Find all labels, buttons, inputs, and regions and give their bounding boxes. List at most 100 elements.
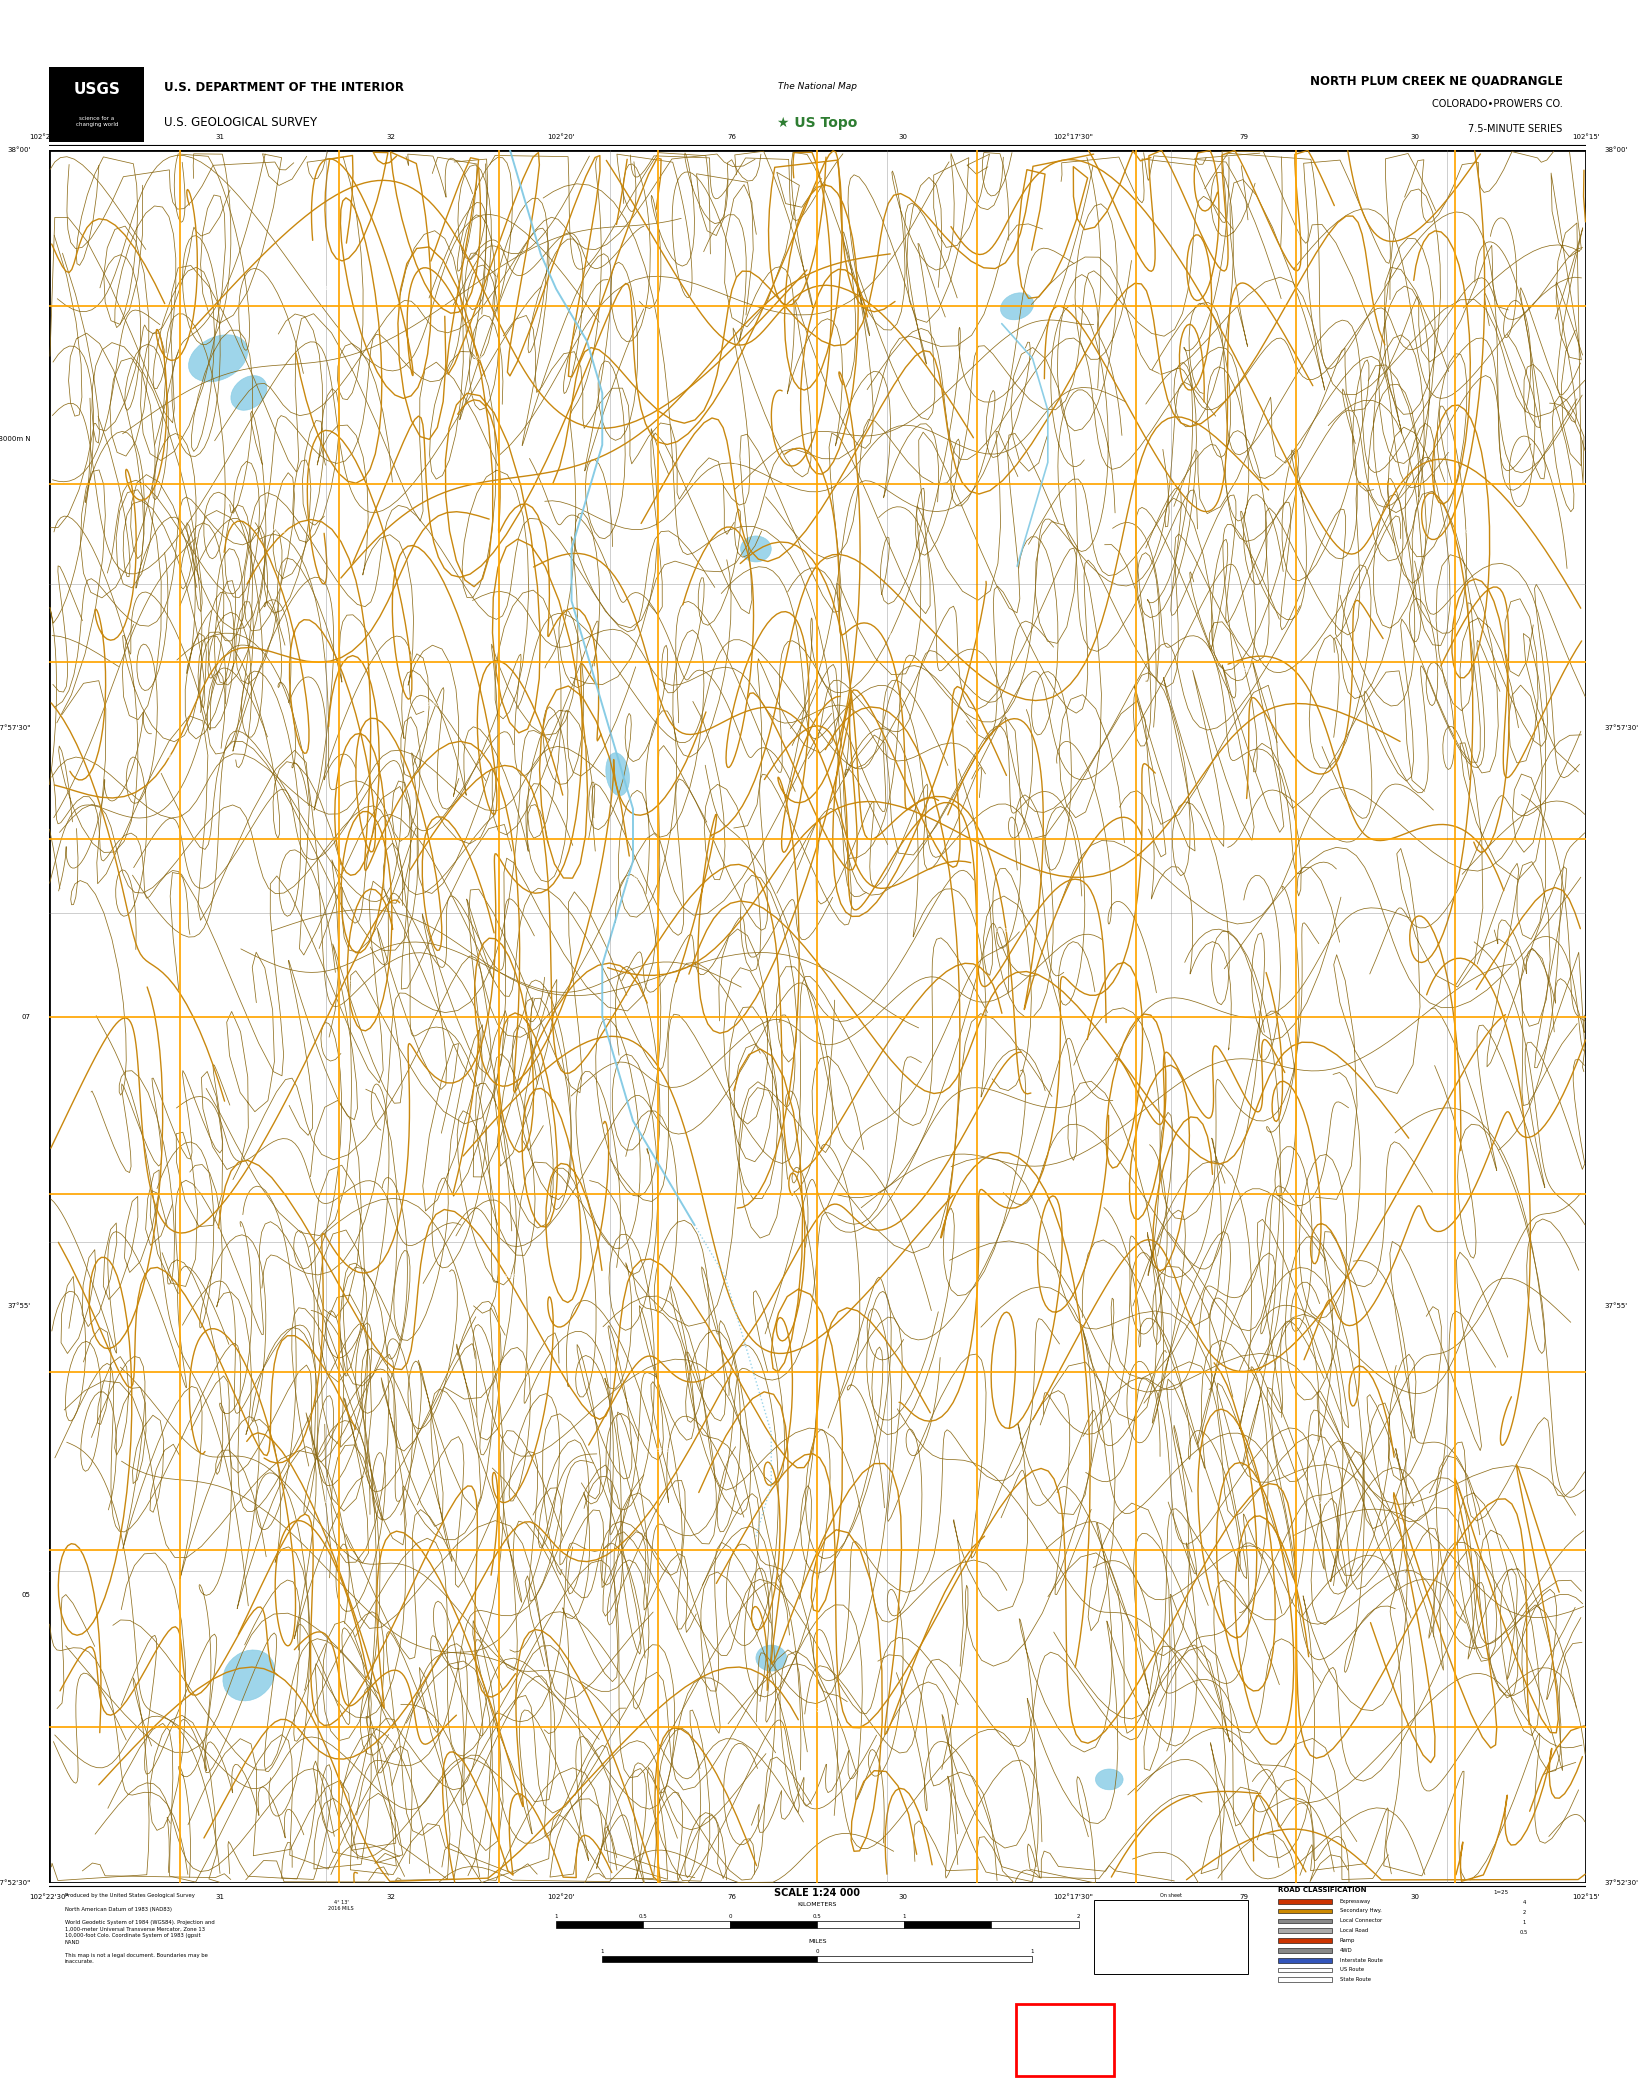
Text: MILES: MILES	[808, 1940, 827, 1944]
Text: 1: 1	[1030, 1948, 1034, 1954]
Text: 5570: 5570	[994, 927, 1009, 933]
Text: Secondary Hwy.: Secondary Hwy.	[1340, 1908, 1381, 1913]
Text: 0: 0	[729, 1915, 732, 1919]
Text: 5640: 5640	[1456, 528, 1469, 535]
Bar	[1278, 1938, 1332, 1942]
Text: 4308000m N: 4308000m N	[0, 436, 31, 443]
Text: 0.5: 0.5	[812, 1915, 822, 1919]
Bar	[817, 1921, 904, 1929]
Bar	[644, 1921, 731, 1929]
Text: 79: 79	[1240, 1894, 1248, 1900]
Text: 5400: 5400	[380, 1741, 393, 1748]
Text: KILOMETERS: KILOMETERS	[798, 1902, 837, 1906]
Text: 1: 1	[554, 1915, 559, 1919]
Ellipse shape	[755, 1645, 786, 1670]
Text: 5490: 5490	[1194, 1221, 1209, 1228]
Text: 1: 1	[1522, 1919, 1527, 1925]
Text: 5670: 5670	[734, 459, 747, 466]
Bar	[1278, 1977, 1332, 1982]
Bar	[557, 1921, 644, 1929]
Text: Interstate Route: Interstate Route	[1340, 1959, 1382, 1963]
Text: 102°15': 102°15'	[1572, 1894, 1599, 1900]
Bar	[1278, 1959, 1332, 1963]
Text: U.S. GEOLOGICAL SURVEY: U.S. GEOLOGICAL SURVEY	[164, 117, 318, 129]
Bar	[1278, 1948, 1332, 1952]
Text: 5480: 5480	[503, 1274, 518, 1280]
Text: 5600: 5600	[165, 754, 179, 760]
Ellipse shape	[223, 1650, 275, 1702]
Bar	[1278, 1919, 1332, 1923]
Text: Local Connector: Local Connector	[1340, 1919, 1382, 1923]
Text: 102°15': 102°15'	[1572, 134, 1599, 140]
Text: 2: 2	[1522, 1911, 1527, 1915]
Text: SCALE 1:24 000: SCALE 1:24 000	[775, 1888, 860, 1898]
Text: 5440: 5440	[319, 1499, 333, 1505]
Text: 0: 0	[816, 1948, 819, 1954]
Text: NORTH PLUM CREEK NE QUADRANGLE: NORTH PLUM CREEK NE QUADRANGLE	[1310, 75, 1563, 88]
Text: State Route: State Route	[1340, 1977, 1371, 1982]
Text: Local Road: Local Road	[1340, 1927, 1368, 1933]
Text: 32: 32	[387, 134, 395, 140]
Text: 5500: 5500	[197, 1188, 210, 1192]
Text: 30: 30	[1410, 134, 1420, 140]
Bar	[991, 1921, 1078, 1929]
Ellipse shape	[606, 754, 629, 796]
Text: US Route: US Route	[1340, 1967, 1364, 1973]
Text: USGS: USGS	[74, 81, 120, 96]
Text: 07: 07	[21, 1015, 31, 1019]
Text: 79: 79	[1240, 134, 1248, 140]
Text: 4WD: 4WD	[1340, 1948, 1353, 1952]
Text: 5460: 5460	[657, 1447, 670, 1453]
Text: 5620: 5620	[888, 633, 901, 639]
Text: 0.5: 0.5	[1520, 1929, 1528, 1936]
Bar	[603, 1956, 817, 1963]
Text: COLORADO•PROWERS CO.: COLORADO•PROWERS CO.	[1432, 100, 1563, 109]
Text: The National Map: The National Map	[778, 81, 857, 90]
Text: 31: 31	[215, 1894, 224, 1900]
Bar	[1278, 1967, 1332, 1973]
Text: 37°52'30": 37°52'30"	[0, 1881, 31, 1885]
Text: 4: 4	[1522, 1900, 1527, 1904]
Text: 30: 30	[898, 134, 907, 140]
Ellipse shape	[1096, 1769, 1124, 1789]
Text: Expressway: Expressway	[1340, 1898, 1371, 1904]
Text: 31: 31	[215, 134, 224, 140]
Text: 5650: 5650	[274, 528, 287, 535]
Text: 102°22'30": 102°22'30"	[29, 134, 69, 140]
Text: 5712: 5712	[319, 286, 333, 292]
Text: 5580: 5580	[426, 702, 441, 708]
Text: 4° 13'
2016 MILS: 4° 13' 2016 MILS	[328, 1900, 354, 1911]
Text: 76: 76	[727, 1894, 737, 1900]
Text: 7.5-MINUTE SERIES: 7.5-MINUTE SERIES	[1468, 125, 1563, 134]
Text: 1: 1	[903, 1915, 906, 1919]
Bar	[1278, 1908, 1332, 1913]
Text: 5540: 5540	[626, 875, 640, 881]
Text: 37°52'30": 37°52'30"	[1604, 1881, 1638, 1885]
Bar	[1278, 1929, 1332, 1933]
Text: 102°17'30": 102°17'30"	[1053, 1894, 1094, 1900]
Text: 37°55': 37°55'	[8, 1303, 31, 1309]
Text: 1=25: 1=25	[1494, 1890, 1509, 1896]
Text: 102°17'30": 102°17'30"	[1053, 134, 1094, 140]
Bar	[1094, 1900, 1248, 1973]
Text: 30: 30	[898, 1894, 907, 1900]
Text: On sheet: On sheet	[1160, 1894, 1181, 1898]
Ellipse shape	[231, 376, 267, 409]
Bar	[817, 1956, 1032, 1963]
Text: 5690: 5690	[1148, 374, 1161, 378]
Text: U.S. DEPARTMENT OF THE INTERIOR: U.S. DEPARTMENT OF THE INTERIOR	[164, 81, 405, 94]
Text: 5710: 5710	[1271, 459, 1286, 466]
Text: 5560: 5560	[349, 979, 364, 986]
Text: 38°00': 38°00'	[1604, 148, 1628, 152]
Text: science for a
changing world: science for a changing world	[75, 115, 118, 127]
Text: 5590: 5590	[1242, 668, 1255, 672]
Text: 76: 76	[727, 134, 737, 140]
Text: 102°20': 102°20'	[547, 1894, 575, 1900]
Text: 102°20': 102°20'	[547, 134, 575, 140]
Text: 5720: 5720	[888, 269, 901, 274]
Text: 5510: 5510	[888, 1188, 901, 1192]
Text: 37°55': 37°55'	[1604, 1303, 1627, 1309]
Text: Produced by the United States Geological Survey

North American Datum of 1983 (N: Produced by the United States Geological…	[64, 1894, 215, 1965]
Text: 30: 30	[1410, 1894, 1420, 1900]
Ellipse shape	[188, 334, 247, 382]
